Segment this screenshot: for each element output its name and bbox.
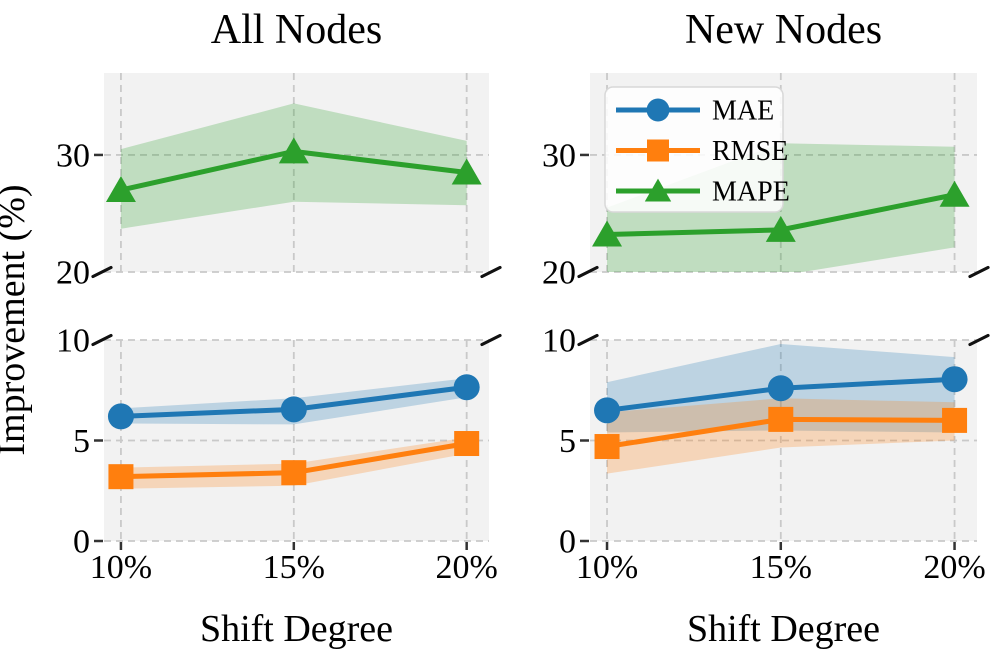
x-tick-label: 10% — [576, 549, 638, 586]
x-tick-label: 15% — [750, 549, 812, 586]
legend-label-mae: MAE — [712, 96, 774, 127]
y-tick-label: 20 — [56, 255, 90, 292]
axis-break-marker — [480, 333, 502, 347]
subplot-all-nodes: 30 20 10 5 010% 15% 20% All Nodes Shift Degree — [56, 7, 502, 650]
subplot-title: All Nodes — [211, 7, 383, 53]
marker-rmse-0 — [108, 464, 134, 490]
y-tick-label: 0 — [73, 524, 90, 561]
legend: MAE RMSE MAPE — [604, 86, 790, 213]
marker-mae-0 — [107, 403, 134, 430]
legend-square-icon — [647, 139, 669, 162]
marker-mae-0 — [594, 397, 621, 424]
confidence-band-rmse — [607, 398, 955, 474]
marker-mape-1 — [765, 215, 796, 242]
y-tick-label: 10 — [542, 323, 576, 360]
marker-mae-1 — [280, 396, 307, 423]
legend-label-mape: MAPE — [712, 177, 790, 208]
marker-mape-0 — [592, 220, 623, 247]
y-tick-label: 30 — [542, 137, 576, 174]
x-tick-label: 20% — [436, 549, 498, 586]
marker-mae-2 — [941, 366, 968, 393]
marker-rmse-1 — [281, 460, 307, 486]
marker-rmse-2 — [454, 431, 480, 457]
y-tick-label: 5 — [73, 423, 90, 460]
axis-break-marker — [91, 265, 113, 279]
marker-mape-0 — [105, 176, 136, 203]
y-tick-label: 30 — [56, 137, 90, 174]
axis-break-marker — [968, 333, 990, 347]
axis-break-marker — [577, 265, 599, 279]
y-tick-label: 20 — [542, 255, 576, 292]
y-axis-label: Improvement (%) — [0, 184, 33, 455]
panel-background — [104, 73, 489, 272]
marker-rmse-2 — [942, 407, 968, 433]
y-tick-label: 0 — [559, 524, 576, 561]
axis-break-marker — [577, 333, 599, 347]
marker-mae-1 — [767, 375, 794, 402]
x-tick-label: 15% — [263, 549, 325, 586]
legend-circle-icon — [646, 98, 670, 122]
marker-mape-1 — [278, 137, 309, 164]
marker-mae-2 — [453, 374, 480, 401]
marker-rmse-1 — [768, 406, 794, 432]
axis-break-marker — [968, 265, 990, 279]
y-tick-label: 10 — [56, 323, 90, 360]
x-tick-label: 10% — [90, 549, 152, 586]
subplot-title: New Nodes — [685, 7, 882, 53]
x-axis-label: Shift Degree — [687, 608, 880, 650]
marker-mape-2 — [939, 180, 970, 207]
legend-label-rmse: RMSE — [712, 136, 788, 167]
marker-mape-2 — [451, 158, 482, 185]
confidence-band-mape — [120, 103, 467, 229]
y-tick-label: 5 — [559, 423, 576, 460]
x-tick-label: 20% — [923, 549, 985, 586]
marker-rmse-0 — [594, 434, 620, 460]
x-axis-label: Shift Degree — [200, 608, 393, 650]
legend-triangle-icon — [644, 178, 672, 202]
axis-break-marker — [480, 265, 502, 279]
axis-break-marker — [91, 333, 113, 347]
